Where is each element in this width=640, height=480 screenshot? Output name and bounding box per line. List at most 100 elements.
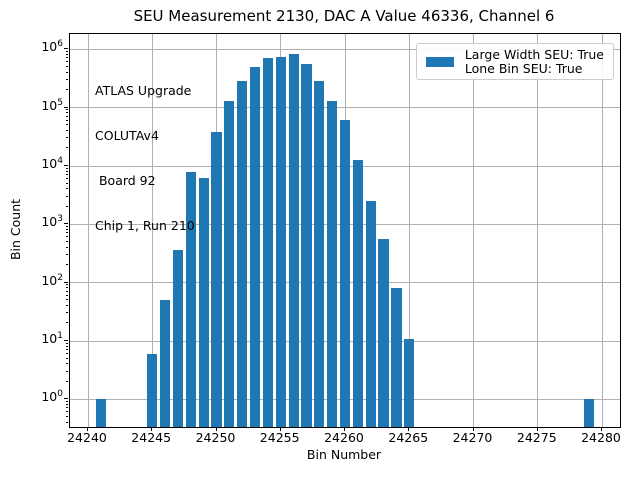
y-minor-tick-mark	[66, 290, 68, 292]
y-minor-tick-mark	[66, 205, 68, 207]
x-tick-mark	[472, 427, 474, 431]
y-tick-label: 100	[41, 389, 63, 405]
x-tick-label: 24275	[516, 430, 557, 445]
y-minor-tick-mark	[66, 363, 68, 365]
histogram-bar	[391, 288, 402, 427]
y-minor-tick-mark	[66, 71, 68, 73]
histogram-bar	[224, 101, 235, 427]
histogram-bar	[314, 81, 325, 427]
y-minor-tick-mark	[66, 109, 68, 111]
histogram-bar	[404, 338, 415, 427]
y-minor-tick-mark	[66, 403, 68, 405]
annotation-line: ATLAS Upgrade	[95, 83, 192, 98]
x-tick-mark	[536, 427, 538, 431]
x-tick-label: 24260	[324, 430, 364, 445]
y-minor-tick-mark	[66, 380, 68, 382]
y-tick-label: 103	[41, 214, 63, 230]
y-minor-tick-mark	[66, 357, 68, 359]
annotation-line: Board 92	[95, 173, 156, 188]
x-gridline	[601, 34, 603, 427]
y-tick-label: 101	[41, 331, 63, 347]
chart-title: SEU Measurement 2130, DAC A Value 46336,…	[133, 7, 555, 25]
y-minor-tick-mark	[66, 304, 68, 306]
y-minor-tick-mark	[66, 401, 68, 402]
x-tick-mark	[344, 427, 345, 431]
x-tick-label: 24280	[581, 430, 621, 445]
y-minor-tick-mark	[66, 299, 68, 301]
y-tick-mark	[64, 340, 68, 341]
x-axis-label: Bin Number	[306, 447, 382, 462]
y-minor-tick-mark	[66, 188, 68, 190]
y-tick-label: 105	[41, 97, 63, 113]
x-tick-label: 24250	[195, 430, 236, 445]
histogram-bar	[275, 56, 286, 427]
histogram-bar	[584, 399, 595, 427]
y-minor-tick-mark	[66, 415, 68, 417]
y-minor-tick-mark	[66, 349, 68, 350]
legend-swatch-icon	[425, 56, 454, 67]
y-minor-tick-mark	[66, 177, 68, 179]
histogram-bar	[198, 177, 209, 427]
x-gridline	[473, 34, 474, 427]
plot-area: ATLAS Upgrade COLUTAv4 Board 92 Chip 1, …	[69, 33, 621, 428]
x-gridline	[151, 34, 153, 427]
histogram-bar	[249, 67, 261, 427]
y-minor-tick-mark	[66, 287, 68, 289]
histogram-bar	[262, 57, 274, 427]
y-minor-tick-mark	[66, 370, 68, 372]
y-tick-label: 104	[41, 156, 63, 172]
histogram-bar	[237, 81, 248, 427]
y-tick-mark	[64, 165, 68, 166]
histogram-bar	[301, 64, 312, 427]
histogram-bar	[327, 100, 338, 427]
histogram-bar	[172, 249, 184, 427]
x-tick-mark	[215, 427, 217, 431]
y-tick-label: 106	[41, 39, 63, 55]
x-gridline	[408, 34, 410, 427]
x-gridline	[87, 34, 89, 427]
y-gridline	[70, 107, 620, 109]
y-minor-tick-mark	[66, 421, 68, 423]
y-minor-tick-mark	[66, 240, 68, 242]
y-minor-tick-mark	[66, 170, 68, 172]
x-tick-mark	[151, 427, 153, 431]
x-gridline	[537, 34, 539, 427]
y-minor-tick-mark	[66, 137, 68, 139]
y-minor-tick-mark	[66, 345, 68, 347]
y-minor-tick-mark	[66, 284, 68, 286]
x-tick-mark	[408, 427, 410, 431]
x-tick-label: 24240	[67, 430, 107, 445]
histogram-bar	[352, 160, 363, 427]
y-minor-tick-mark	[66, 89, 68, 91]
histogram-bar	[339, 120, 351, 427]
y-minor-tick-mark	[66, 253, 68, 255]
y-minor-tick-mark	[66, 342, 68, 344]
legend: Large Width SEU: True Lone Bin SEU: True	[415, 43, 614, 80]
y-tick-label: 102	[41, 272, 63, 288]
histogram-bar	[160, 300, 171, 427]
y-minor-tick-mark	[66, 78, 68, 80]
histogram-bar	[147, 353, 158, 427]
annotation-text: ATLAS Upgrade COLUTAv4 Board 92 Chip 1, …	[95, 53, 195, 263]
histogram-bar	[378, 239, 389, 427]
y-minor-tick-mark	[66, 407, 68, 409]
y-minor-tick-mark	[66, 167, 68, 169]
y-minor-tick-mark	[66, 65, 68, 67]
histogram-bar	[288, 53, 299, 427]
y-minor-tick-mark	[66, 129, 68, 131]
y-tick-mark	[64, 48, 68, 50]
y-minor-tick-mark	[66, 57, 68, 59]
y-minor-tick-mark	[66, 411, 68, 413]
annotation-line: COLUTAv4	[95, 128, 159, 143]
y-minor-tick-mark	[66, 61, 68, 63]
annotation-line: Chip 1, Run 210	[95, 218, 195, 233]
x-tick-label: 24265	[388, 430, 429, 445]
legend-label-lone-bin: Lone Bin SEU: True	[464, 60, 583, 76]
y-minor-tick-mark	[66, 236, 68, 238]
y-minor-tick-mark	[66, 182, 68, 184]
y-tick-mark	[64, 281, 68, 283]
y-tick-mark	[64, 398, 68, 400]
y-gridline	[70, 48, 620, 50]
x-tick-label: 24270	[452, 430, 493, 445]
y-minor-tick-mark	[66, 112, 68, 114]
